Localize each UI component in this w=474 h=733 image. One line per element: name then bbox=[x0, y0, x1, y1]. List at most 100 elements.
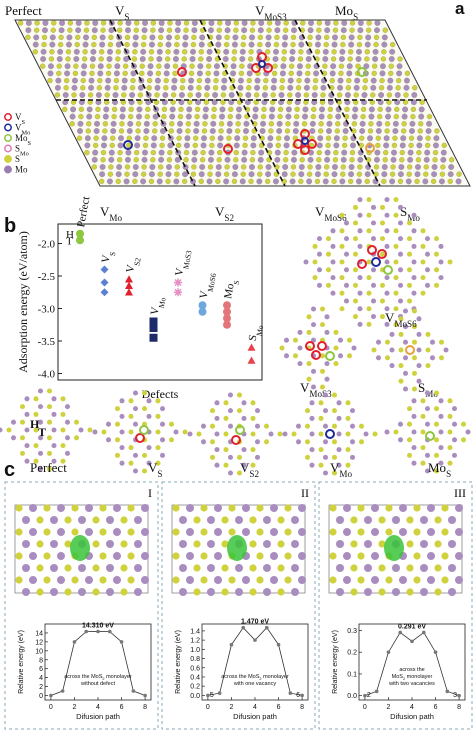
atom bbox=[157, 171, 163, 177]
series-label: MoS bbox=[222, 278, 241, 300]
atom bbox=[343, 576, 351, 584]
subscript: 2 bbox=[259, 677, 261, 681]
atom bbox=[330, 56, 337, 62]
atom bbox=[319, 368, 326, 374]
atom bbox=[123, 63, 129, 69]
atom bbox=[389, 171, 396, 177]
atom bbox=[396, 70, 403, 77]
atom bbox=[172, 56, 179, 62]
subscript: MoS6 bbox=[205, 272, 217, 292]
legend-swatch bbox=[4, 165, 12, 174]
point bbox=[386, 650, 391, 655]
atom bbox=[260, 120, 266, 127]
atom bbox=[46, 435, 53, 441]
atom bbox=[347, 178, 354, 185]
atom bbox=[438, 275, 444, 281]
panel-numeral: III bbox=[454, 486, 466, 500]
atom bbox=[345, 415, 351, 421]
legend-swatch bbox=[4, 134, 12, 142]
atom bbox=[190, 171, 197, 177]
atom bbox=[117, 142, 124, 149]
atom bbox=[313, 70, 320, 77]
atom bbox=[368, 106, 375, 113]
atom bbox=[120, 588, 128, 596]
atom bbox=[228, 92, 235, 98]
atom bbox=[113, 504, 121, 512]
atom bbox=[113, 528, 121, 536]
atom bbox=[295, 423, 302, 429]
atom bbox=[263, 516, 271, 524]
atom bbox=[130, 77, 136, 84]
atom bbox=[56, 63, 62, 69]
atom bbox=[274, 20, 281, 26]
atom bbox=[352, 267, 359, 273]
atom bbox=[366, 306, 372, 312]
atom bbox=[101, 135, 108, 142]
point bbox=[276, 642, 281, 647]
atom bbox=[412, 85, 418, 91]
note: across the MoS2 monolayer bbox=[221, 674, 289, 681]
atom bbox=[178, 92, 185, 98]
atom bbox=[142, 149, 148, 156]
atom bbox=[289, 56, 296, 62]
atom bbox=[357, 20, 364, 26]
atom bbox=[318, 431, 324, 437]
x-axis-label: Difusion path bbox=[233, 712, 277, 721]
atom bbox=[198, 171, 205, 178]
atom bbox=[217, 135, 224, 142]
y-tick-label: 8 bbox=[39, 657, 43, 664]
defect-ring bbox=[251, 63, 261, 73]
atom bbox=[73, 435, 80, 441]
atom bbox=[298, 171, 305, 178]
atom bbox=[119, 113, 126, 120]
atom bbox=[172, 63, 179, 69]
atom bbox=[72, 70, 79, 77]
atom bbox=[239, 48, 246, 55]
y-tick-label: 10 bbox=[35, 648, 43, 655]
defect-ring bbox=[357, 259, 367, 269]
atom bbox=[403, 77, 410, 84]
atom bbox=[406, 220, 413, 226]
atom bbox=[15, 528, 23, 536]
atom bbox=[318, 121, 324, 127]
atom bbox=[265, 164, 272, 170]
atom bbox=[92, 540, 100, 548]
atom bbox=[339, 228, 345, 234]
atom bbox=[99, 552, 107, 560]
atom bbox=[274, 149, 281, 156]
atom bbox=[200, 552, 208, 560]
atom bbox=[41, 34, 48, 41]
atom bbox=[189, 56, 196, 62]
atom bbox=[89, 63, 96, 69]
atom bbox=[167, 149, 173, 156]
atom bbox=[127, 576, 135, 584]
atom bbox=[358, 423, 365, 429]
atom bbox=[132, 468, 139, 474]
atom bbox=[268, 121, 274, 127]
atom bbox=[143, 120, 150, 127]
atom bbox=[282, 431, 288, 437]
atom bbox=[223, 431, 229, 437]
label-text: Perfect bbox=[75, 196, 92, 229]
atom bbox=[83, 34, 89, 41]
legend-label: Mo bbox=[15, 165, 28, 175]
atom bbox=[290, 164, 297, 170]
y-tick-label: -3.5 bbox=[38, 336, 56, 348]
atom bbox=[249, 564, 257, 572]
atom bbox=[348, 34, 355, 41]
defect-ring bbox=[383, 265, 393, 275]
atom bbox=[257, 171, 263, 177]
atom bbox=[98, 56, 104, 62]
atom bbox=[391, 142, 398, 149]
atom bbox=[406, 516, 414, 524]
atom bbox=[349, 20, 356, 26]
end-label: 3 bbox=[453, 692, 457, 699]
atom bbox=[237, 84, 244, 91]
atom bbox=[128, 106, 134, 113]
atom bbox=[132, 390, 139, 396]
atom bbox=[440, 164, 446, 170]
atom bbox=[15, 576, 23, 584]
atom bbox=[271, 70, 278, 77]
atom bbox=[173, 178, 180, 185]
atom bbox=[379, 204, 386, 210]
